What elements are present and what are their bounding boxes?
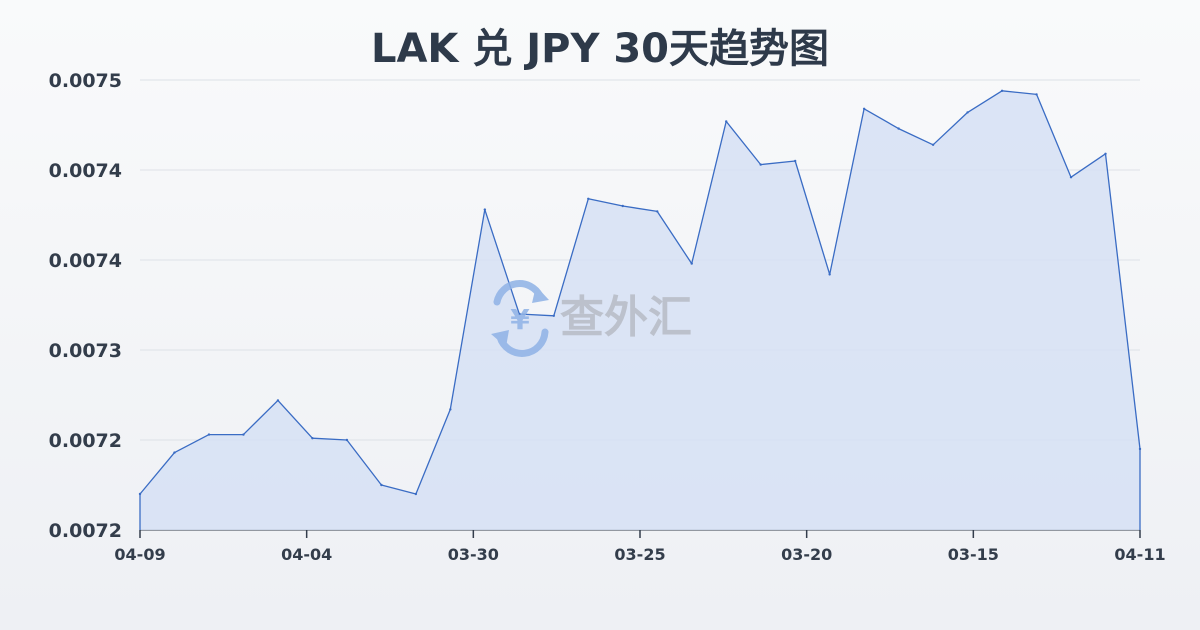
y-tick-label: 0.0072 (49, 430, 122, 452)
data-point (931, 143, 935, 146)
watermark-text: 查外汇 (560, 292, 692, 343)
data-point (759, 163, 762, 166)
data-point (690, 262, 693, 265)
data-point (1104, 152, 1107, 155)
data-point (138, 492, 142, 496)
data-point (587, 197, 590, 200)
data-point (656, 210, 659, 213)
plot-area (138, 89, 1142, 531)
data-point (518, 312, 521, 316)
data-point (897, 127, 900, 130)
data-point (311, 437, 314, 440)
x-tick-label: 04-09 (114, 545, 165, 564)
data-point (276, 399, 280, 402)
yen-exchange-icon: ¥ (491, 280, 549, 357)
y-tick-label: 0.0075 (49, 70, 122, 92)
data-point (173, 451, 176, 454)
x-tick-label: 03-20 (781, 545, 832, 564)
data-point (449, 408, 452, 411)
data-point (380, 483, 383, 487)
data-point (1035, 93, 1038, 96)
data-point (725, 120, 728, 123)
data-point (1000, 89, 1004, 93)
x-tick-label: 03-25 (614, 545, 665, 564)
series-line (139, 90, 1141, 495)
data-point (207, 433, 211, 436)
series-area (140, 90, 1140, 531)
data-point (1138, 447, 1142, 451)
x-axis: 04-09 04-04 03-30 03-25 03-20 03-15 04-11 (114, 529, 1166, 564)
data-point (1069, 176, 1073, 179)
data-point (345, 438, 349, 442)
watermark: ¥ 查外汇 (491, 280, 692, 357)
x-tick-label: 03-30 (448, 545, 499, 564)
y-tick-label: 0.0074 (49, 160, 122, 182)
data-point (483, 208, 487, 211)
chart-title: LAK 兑 JPY 30天趋势图 (371, 26, 829, 72)
y-tick-label: 0.0074 (49, 250, 122, 272)
y-tick-label: 0.0073 (49, 340, 122, 362)
data-point (862, 107, 866, 111)
x-tick-label: 04-04 (281, 545, 332, 564)
y-axis: 0.0072 0.0072 0.0073 0.0074 0.0074 0.0075 (49, 70, 122, 542)
svg-text:¥: ¥ (510, 303, 530, 336)
x-tick-label: 04-11 (1114, 545, 1165, 564)
data-point (793, 159, 797, 163)
data-point (414, 492, 418, 496)
y-tick-label: 0.0072 (49, 520, 122, 542)
data-point (552, 314, 555, 317)
x-tick-label: 03-15 (948, 545, 999, 564)
data-point (242, 433, 245, 436)
data-point (828, 273, 831, 276)
data-point (966, 111, 969, 114)
data-point (621, 204, 624, 208)
